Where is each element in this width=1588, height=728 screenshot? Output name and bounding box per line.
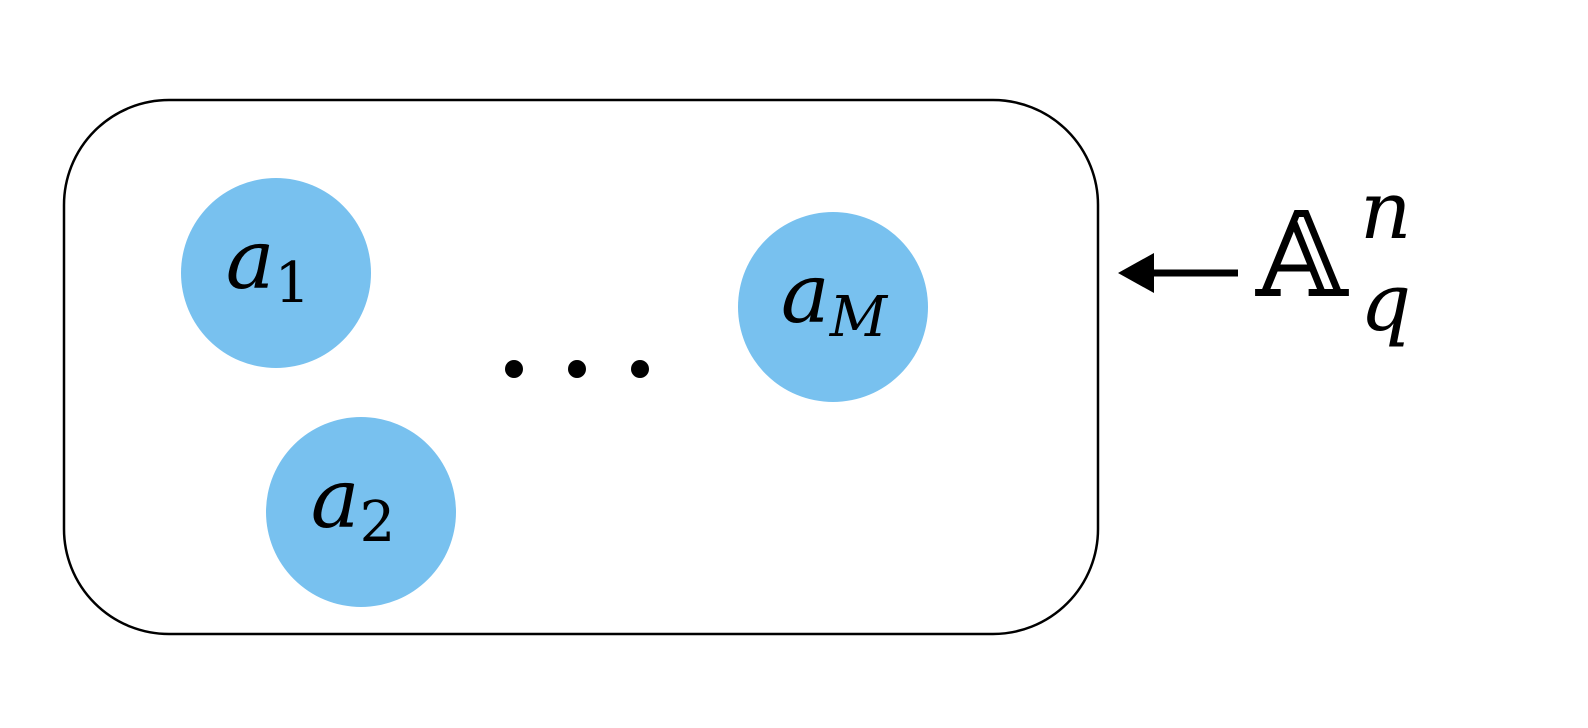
source-label: 𝔸 n q (1255, 164, 1412, 349)
node-a1-subscript: 1 (275, 251, 311, 316)
svg-text:a2: a2 (311, 452, 396, 555)
ellipsis-dot-3 (631, 360, 649, 378)
node-a2: a2 (266, 417, 456, 607)
arrow-head (1118, 253, 1154, 293)
node-aM-subscript: M (829, 285, 889, 350)
ellipsis: ... (505, 360, 649, 378)
source-base: 𝔸 (1255, 186, 1349, 324)
svg-text:aM: aM (781, 247, 889, 350)
node-a2-circle (266, 417, 456, 607)
node-a1-base: a (226, 213, 275, 308)
svg-text:a1: a1 (226, 213, 311, 316)
ellipsis-dot-1 (505, 360, 523, 378)
ellipsis-dot-2 (568, 360, 586, 378)
source-superscript: n (1360, 164, 1412, 257)
node-a2-subscript: 2 (360, 490, 396, 555)
node-aM-base: a (781, 247, 830, 342)
source-subscript: q (1360, 256, 1411, 349)
node-a1: a1 (181, 178, 371, 368)
input-arrow (1118, 253, 1238, 293)
node-aM: aM (738, 212, 928, 402)
node-a1-circle (181, 178, 371, 368)
node-a2-base: a (311, 452, 360, 547)
node-aM-circle (738, 212, 928, 402)
